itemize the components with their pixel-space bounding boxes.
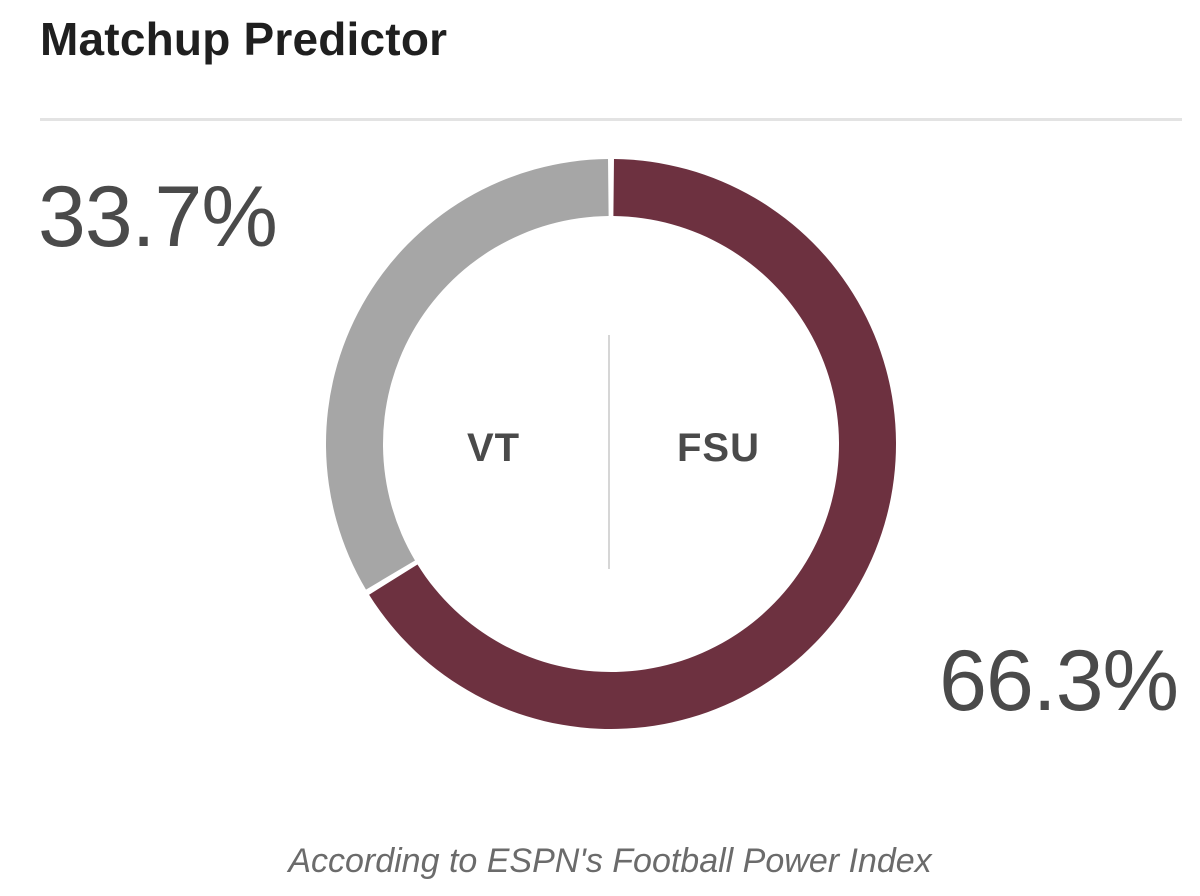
donut-slice-vt xyxy=(326,159,609,590)
fsu-win-percentage: 66.3% xyxy=(939,633,1179,729)
fsu-team-label: FSU xyxy=(677,426,760,470)
source-footnote: According to ESPN's Football Power Index xyxy=(288,842,932,880)
vt-win-percentage: 33.7% xyxy=(38,169,278,265)
team-divider-line xyxy=(608,335,610,569)
vt-team-label: VT xyxy=(467,426,521,470)
widget-title: Matchup Predictor xyxy=(40,13,448,65)
title-divider xyxy=(40,118,1182,121)
